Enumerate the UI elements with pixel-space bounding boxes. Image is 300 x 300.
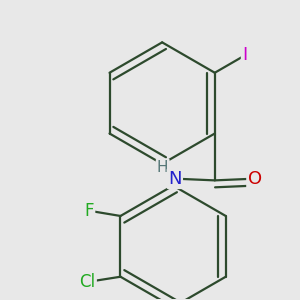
Text: H: H: [157, 160, 168, 175]
Text: N: N: [168, 169, 182, 188]
Text: I: I: [242, 46, 248, 64]
Text: Cl: Cl: [80, 273, 96, 291]
Text: F: F: [85, 202, 94, 220]
Text: O: O: [248, 169, 262, 188]
